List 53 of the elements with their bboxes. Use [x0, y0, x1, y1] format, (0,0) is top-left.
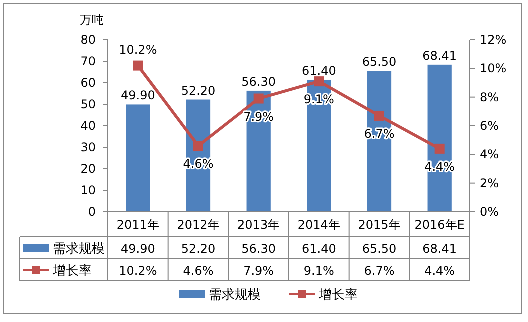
data-label: 4.4%	[424, 264, 456, 278]
point	[374, 110, 384, 121]
y-tick-label: 20	[80, 162, 96, 176]
x-tick-label: 2011年	[116, 218, 160, 232]
bar	[126, 104, 150, 212]
data-label: 65.50	[362, 242, 397, 256]
data-label: 10.2%	[119, 264, 158, 278]
data-label: 7.9%	[244, 264, 274, 278]
point	[434, 144, 445, 154]
y-tick-label: 50	[80, 98, 96, 112]
y2-tick-label: 12%	[480, 33, 507, 47]
data-label: 9.1%	[304, 264, 334, 278]
text: 10.2%	[119, 42, 158, 57]
point	[254, 94, 264, 104]
y-tick-label: 40	[80, 119, 96, 133]
data-label: 49.90	[120, 242, 156, 256]
y-tick-label: 80	[80, 33, 96, 47]
text: 68.41	[422, 48, 458, 63]
x-tick-label: 2016年E	[414, 218, 465, 232]
x-tick-label: 2013年	[238, 218, 280, 232]
data-label: 6.7%	[364, 264, 395, 278]
y2-tick-label: 0%	[480, 205, 500, 219]
y-axis-title: 万吨	[80, 13, 104, 27]
y-tick-label: 60	[80, 76, 96, 90]
text: 56.30	[242, 74, 276, 89]
text: 65.50	[362, 55, 397, 70]
y2-tick-label: 2%	[480, 176, 500, 190]
y2-tick-label: 10%	[480, 62, 507, 76]
y2-tick-label: 6%	[480, 119, 500, 133]
data-label: 61.40	[302, 242, 336, 256]
y-tick-label: 70	[80, 54, 96, 68]
y2-tick-label: 4%	[480, 148, 500, 162]
legend-label: 需求规模	[53, 242, 105, 257]
data-label: 52.20	[181, 242, 216, 256]
y2-tick-label: 8%	[480, 90, 500, 104]
text: 52.20	[181, 84, 216, 98]
x-tick-label: 2014年	[298, 218, 340, 232]
x-tick-label: 2015年	[358, 218, 401, 232]
y-tick-label: 30	[80, 140, 96, 154]
y-tick-label: 10	[80, 184, 96, 198]
data-label: 68.41	[422, 242, 458, 256]
point	[314, 76, 324, 87]
y-tick-label: 0	[88, 205, 96, 219]
legend-label: 增长率	[52, 263, 92, 279]
point	[133, 60, 144, 71]
text: 49.90	[120, 88, 156, 103]
text: 61.40	[302, 64, 336, 78]
x-tick-label: 2012年	[177, 218, 220, 232]
point	[194, 141, 204, 152]
data-label: 56.30	[242, 242, 276, 256]
text: 增长率	[319, 288, 358, 303]
data-label: 4.6%	[183, 264, 214, 278]
text: 需求规模	[209, 288, 261, 303]
